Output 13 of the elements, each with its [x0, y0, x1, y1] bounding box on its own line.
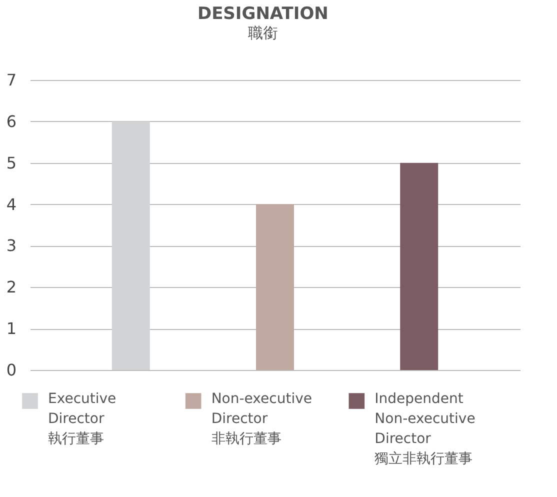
- y-tick-label: 7: [6, 70, 16, 90]
- chart-subtitle: 職銜: [248, 24, 278, 42]
- legend-label: Executive Director 執行董事: [48, 391, 116, 447]
- y-tick-label: 3: [6, 236, 16, 256]
- legend-label: Non-executive Director 非執行董事: [211, 391, 312, 447]
- y-tick-label: 4: [6, 194, 16, 214]
- y-tick-label: 0: [6, 360, 16, 380]
- chart-title: DESIGNATION: [197, 4, 328, 24]
- y-tick-label: 5: [6, 153, 16, 172]
- y-tick-label: 1: [6, 319, 16, 338]
- y-tick-label: 6: [6, 112, 16, 131]
- legend-label: Independent Non-executive Director 獨立非執行董事: [374, 391, 476, 467]
- y-tick-label: 2: [6, 278, 16, 297]
